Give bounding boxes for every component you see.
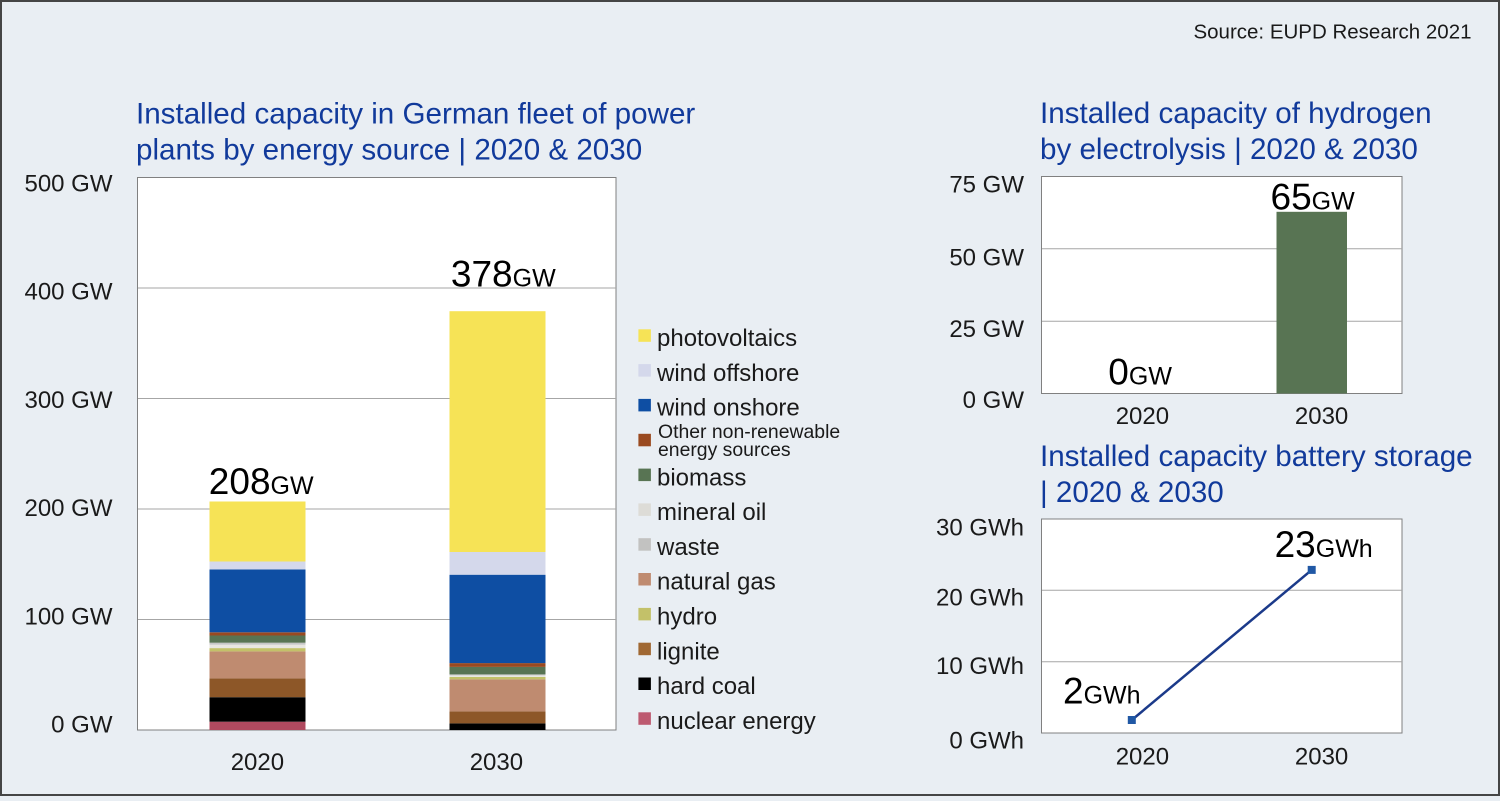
svg-text:20 GWh: 20 GWh — [936, 585, 1024, 612]
svg-text:plants by energy source | 2020: plants by energy source | 2020 & 2030 — [136, 134, 642, 167]
svg-text:| 2020 & 2030: | 2020 & 2030 — [1040, 476, 1224, 509]
svg-text:Installed capacity battery sto: Installed capacity battery storage — [1040, 440, 1473, 473]
svg-text:mineral oil: mineral oil — [657, 499, 766, 526]
svg-text:energy sources: energy sources — [658, 439, 791, 461]
svg-text:wind onshore: wind onshore — [656, 395, 800, 422]
svg-text:10 GWh: 10 GWh — [936, 653, 1024, 680]
svg-text:nuclear energy: nuclear energy — [657, 708, 816, 735]
svg-text:2020: 2020 — [1116, 744, 1169, 771]
svg-text:75 GW: 75 GW — [949, 172, 1024, 199]
svg-text:Installed capacity in German f: Installed capacity in German fleet of po… — [136, 98, 695, 131]
svg-text:wind offshore: wind offshore — [656, 360, 799, 387]
svg-text:400 GW: 400 GW — [24, 279, 112, 306]
svg-text:300 GW: 300 GW — [24, 387, 112, 414]
svg-text:biomass: biomass — [657, 464, 746, 491]
svg-text:lignite: lignite — [657, 638, 720, 665]
svg-text:0 GWh: 0 GWh — [949, 728, 1024, 755]
svg-text:by electrolysis | 2020 & 2030: by electrolysis | 2020 & 2030 — [1040, 133, 1418, 166]
svg-text:25 GW: 25 GW — [949, 316, 1024, 343]
svg-text:hydro: hydro — [657, 604, 717, 631]
svg-text:200 GW: 200 GW — [24, 495, 112, 522]
svg-text:2020: 2020 — [1116, 403, 1169, 430]
svg-text:2020: 2020 — [231, 749, 284, 776]
svg-text:2030: 2030 — [1295, 744, 1348, 771]
svg-text:100 GW: 100 GW — [24, 603, 112, 630]
svg-text:Installed capacity of hydrogen: Installed capacity of hydrogen — [1040, 97, 1432, 130]
svg-text:natural gas: natural gas — [657, 569, 776, 596]
svg-text:Source: EUPD Research 2021: Source: EUPD Research 2021 — [1193, 20, 1471, 43]
svg-text:0 GW: 0 GW — [51, 712, 113, 739]
svg-text:50 GW: 50 GW — [949, 245, 1024, 272]
svg-text:2030: 2030 — [470, 749, 523, 776]
svg-text:30 GWh: 30 GWh — [936, 515, 1024, 542]
svg-text:500 GW: 500 GW — [24, 171, 112, 198]
svg-text:waste: waste — [656, 534, 720, 561]
svg-text:378GW: 378GW — [451, 254, 556, 295]
svg-text:photovoltaics: photovoltaics — [657, 325, 797, 352]
svg-text:hard coal: hard coal — [657, 673, 756, 700]
svg-text:2030: 2030 — [1295, 403, 1348, 430]
svg-text:Other non-renewable: Other non-renewable — [658, 421, 840, 443]
svg-text:0 GW: 0 GW — [963, 387, 1025, 414]
